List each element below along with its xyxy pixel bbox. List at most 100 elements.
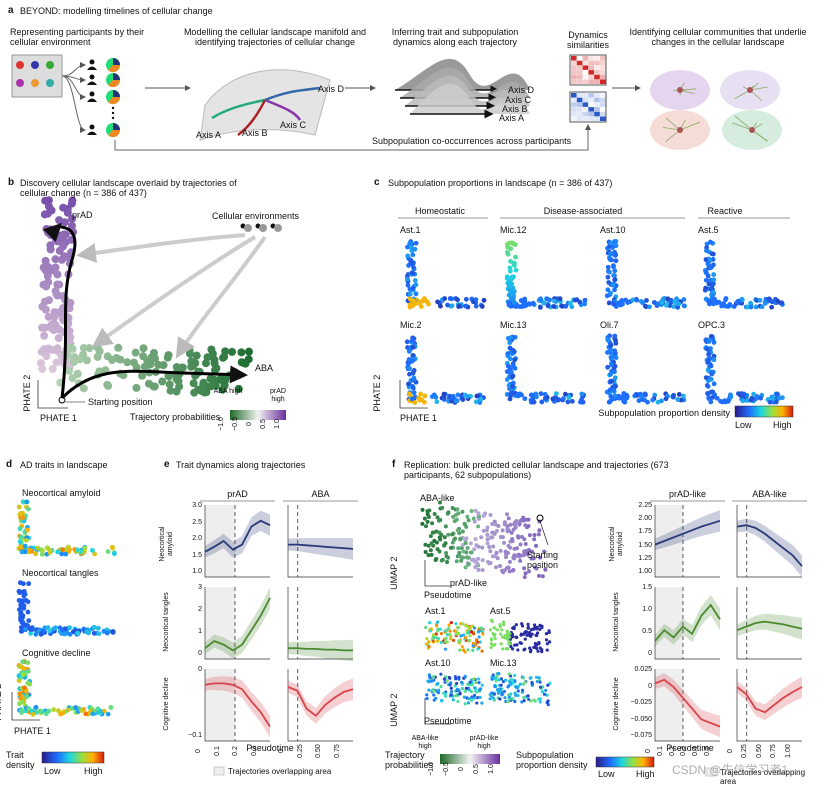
landscape-dot: [25, 668, 31, 674]
landscape-dot: [23, 598, 28, 603]
landscape-dot: [538, 296, 543, 302]
plot-axes: [287, 505, 353, 578]
landscape-dot: [621, 394, 626, 400]
umap-dot: [445, 679, 449, 683]
landscape-dot: [460, 397, 466, 403]
umap-dot: [435, 547, 440, 552]
landscape-dot: [21, 666, 27, 671]
landscape-dot: [413, 282, 419, 288]
landscape-dot: [406, 361, 411, 367]
landscape-dot: [405, 253, 411, 259]
x-tick-label: 0.75: [333, 744, 341, 758]
label: Low: [44, 766, 61, 776]
matrix-cell: [571, 97, 577, 103]
landscape-dot: [479, 303, 485, 309]
umap-dot: [532, 533, 537, 538]
label: High: [773, 420, 792, 430]
label: Replication: bulk predicted cellular lan…: [404, 460, 669, 481]
label: Oli.7: [600, 320, 619, 330]
landscape-dot: [706, 281, 712, 287]
landscape-dot: [406, 381, 411, 387]
landscape-dot: [682, 303, 687, 309]
matrix-cell: [594, 65, 600, 70]
umap-dot: [540, 574, 545, 579]
umap-dot: [449, 693, 453, 697]
landscape-dot: [642, 303, 648, 309]
umap-dot: [454, 621, 458, 626]
umap-dot: [493, 637, 497, 641]
umap-dot: [501, 620, 506, 624]
umap-dot: [466, 555, 471, 560]
environment-pie: [274, 224, 282, 232]
umap-dot: [439, 685, 443, 689]
cell: [747, 87, 753, 93]
umap-dot: [506, 565, 511, 570]
landscape-dot: [48, 364, 57, 373]
landscape-dot: [642, 397, 647, 403]
landscape-dot: [21, 605, 27, 611]
trend-line: [287, 686, 354, 718]
ellipsis-dot: [111, 111, 115, 115]
umap-dot: [506, 516, 511, 521]
landscape-dot: [53, 270, 62, 279]
matrix-cell: [588, 56, 594, 61]
umap-dot: [520, 700, 524, 704]
matrix-cell: [588, 74, 594, 80]
y-tick-label: 1.00: [638, 568, 652, 575]
trend-line: [654, 678, 721, 728]
umap-dot: [485, 559, 490, 564]
umap-dot: [492, 531, 497, 536]
label: Cognitive decline: [162, 677, 170, 731]
landscape-dot: [528, 392, 534, 398]
colorbar-tick: 0.5: [472, 764, 480, 774]
umap-dot: [461, 633, 466, 637]
umap-dot: [430, 679, 434, 683]
umap-dot: [471, 641, 475, 645]
landscape-dot: [706, 368, 711, 374]
legend-swatch: [213, 766, 225, 776]
umap-dot: [494, 679, 498, 683]
umap-dot: [488, 697, 492, 701]
landscape-dot: [473, 399, 479, 405]
label: Trajectories overlapping area: [720, 768, 806, 785]
matrix-cell: [582, 111, 589, 117]
label: Axis A: [499, 113, 525, 123]
landscape-dot: [711, 272, 717, 277]
landscape-dot: [613, 338, 618, 343]
umap-dot: [499, 642, 503, 646]
umap-dot: [518, 641, 522, 645]
umap-dot: [548, 640, 552, 644]
umap-dot: [527, 533, 532, 538]
landscape-dot: [507, 345, 513, 351]
umap-dot: [470, 695, 474, 699]
landscape-dot: [739, 297, 745, 303]
y-tick-label: 1.0: [192, 568, 202, 575]
matrix-cell: [571, 111, 577, 117]
umap-dot: [526, 517, 531, 522]
label: Ast.1: [425, 606, 446, 616]
landscape-dot: [245, 347, 254, 356]
landscape-dot: [18, 534, 24, 540]
label: Pseudotime: [666, 743, 714, 753]
umap-dot: [422, 516, 427, 521]
umap-dot: [426, 553, 431, 558]
pie-slice: [113, 123, 120, 130]
umap-dot: [475, 638, 479, 642]
landscape-dot: [670, 393, 676, 398]
umap-dot: [545, 693, 549, 697]
landscape-dot: [580, 399, 586, 405]
colorbar: [230, 410, 286, 420]
y-tick-label: 1.5: [192, 551, 202, 559]
landscape-dot: [659, 398, 664, 404]
landscape-dot: [481, 297, 487, 303]
umap-dot: [463, 541, 468, 546]
landscape-dot: [105, 549, 111, 554]
umap-dot: [431, 530, 436, 535]
umap-dot: [432, 689, 436, 693]
matrix-cell: [576, 107, 583, 112]
umap-dot: [529, 676, 533, 680]
landscape-dot: [533, 391, 539, 397]
umap-dot: [520, 688, 525, 692]
landscape-dot: [25, 527, 30, 533]
landscape-dot: [54, 334, 63, 343]
